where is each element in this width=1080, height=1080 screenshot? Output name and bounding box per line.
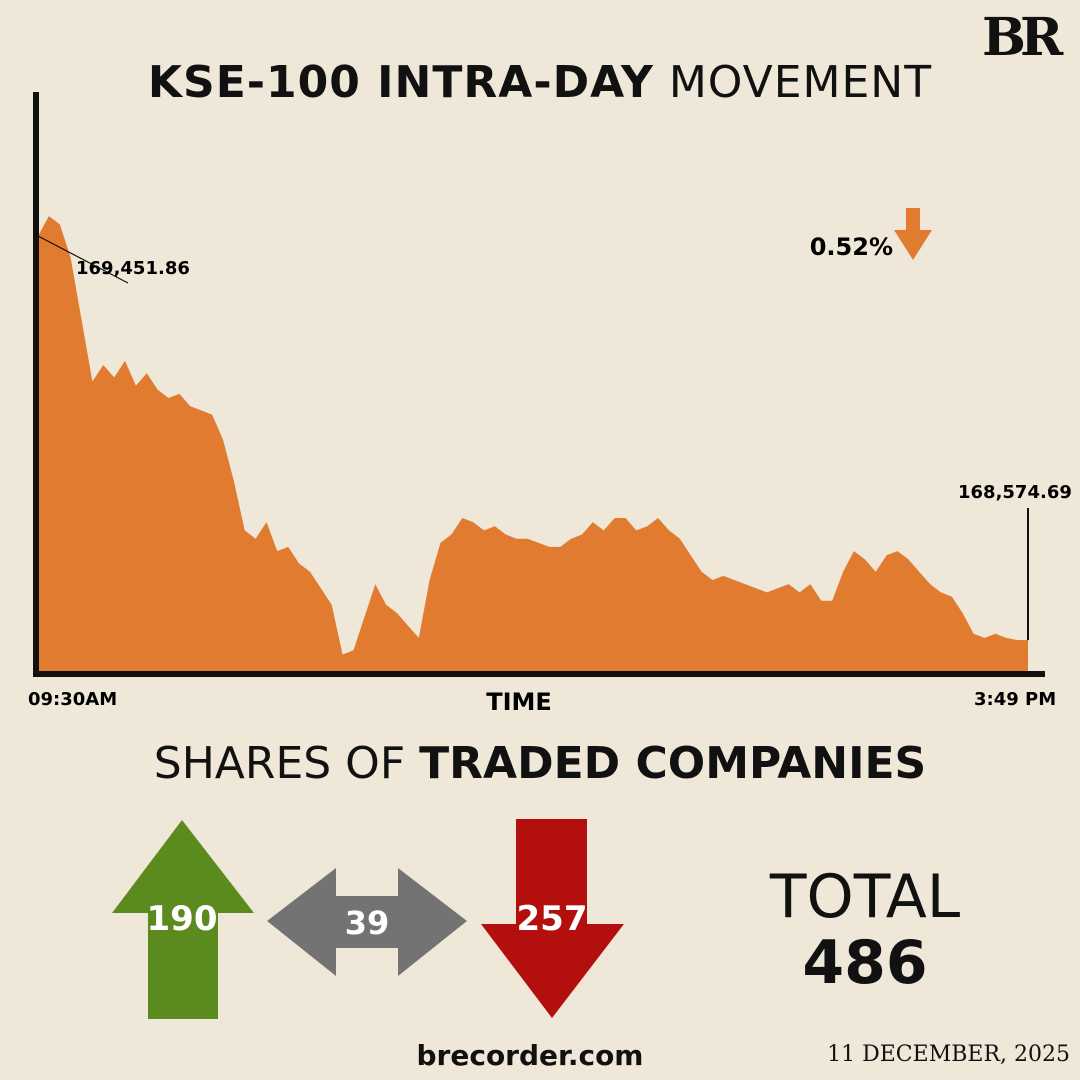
unchanged-count: 39: [345, 904, 390, 942]
shares-heading-bold: TRADED COMPANIES: [419, 738, 927, 789]
advancers-up-arrow-icon: [112, 820, 254, 1019]
unchanged-double-arrow-icon: [267, 868, 467, 976]
chart-title: KSE-100 INTRA-DAY MOVEMENT: [0, 54, 1080, 112]
shares-heading-light: SHARES OF: [153, 738, 406, 789]
open-value-label: 169,451.86: [76, 258, 190, 279]
x-axis-title: TIME: [486, 688, 552, 716]
website-link[interactable]: brecorder.com: [416, 1039, 644, 1072]
close-value-label: 168,574.69: [958, 482, 1072, 503]
title-bold: KSE-100 INTRA-DAY: [147, 57, 654, 108]
change-down-arrow-icon: [894, 208, 932, 260]
intraday-chart: 169,451.86 168,574.69 09:30AM 3:49 PM TI…: [28, 92, 1072, 716]
brand-logo: BR: [982, 7, 1063, 68]
total-label: TOTAL: [769, 862, 961, 932]
change-percent: 0.52%: [810, 233, 893, 261]
report-date: 11 DECEMBER, 2025: [827, 1042, 1070, 1067]
advancers-count: 190: [147, 899, 218, 939]
decliners-down-arrow-icon: [481, 819, 624, 1018]
x-end-label: 3:49 PM: [974, 689, 1056, 710]
shares-heading: SHARES OF TRADED COMPANIES: [0, 734, 1080, 794]
open-leader-line: [37, 235, 129, 284]
index-area: [38, 216, 1028, 671]
decliners-count: 257: [517, 899, 588, 939]
shares-arrows: 190 39 257: [112, 819, 624, 1019]
title-light: MOVEMENT: [668, 57, 933, 108]
x-start-label: 09:30AM: [28, 689, 117, 710]
total-value: 486: [802, 928, 928, 998]
